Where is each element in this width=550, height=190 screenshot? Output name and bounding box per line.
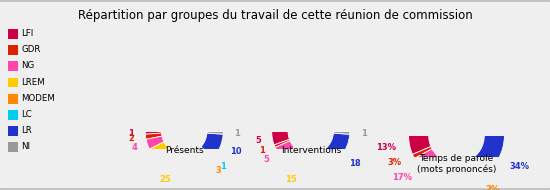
Wedge shape xyxy=(432,159,477,184)
Text: 10: 10 xyxy=(230,146,242,156)
Wedge shape xyxy=(274,139,290,147)
Text: MODEM: MODEM xyxy=(21,94,56,103)
Text: 2: 2 xyxy=(129,134,135,143)
Text: NI: NI xyxy=(21,142,30,151)
Text: 1: 1 xyxy=(234,129,240,138)
Wedge shape xyxy=(207,131,223,134)
Text: Temps de parole
(mots prononcés): Temps de parole (mots prononcés) xyxy=(417,154,496,174)
Wedge shape xyxy=(469,160,480,179)
Wedge shape xyxy=(201,133,223,158)
Wedge shape xyxy=(145,131,162,134)
Text: 3: 3 xyxy=(215,166,221,175)
Wedge shape xyxy=(414,149,442,177)
Text: NG: NG xyxy=(21,61,35,70)
Text: Répartition par groupes du travail de cette réunion de commission: Répartition par groupes du travail de ce… xyxy=(78,10,472,22)
Wedge shape xyxy=(272,131,289,145)
Wedge shape xyxy=(145,133,162,139)
Wedge shape xyxy=(316,133,350,169)
Text: 1: 1 xyxy=(258,146,265,155)
Text: 34%: 34% xyxy=(509,162,530,171)
Wedge shape xyxy=(470,135,504,177)
Text: 18: 18 xyxy=(349,159,361,168)
Text: 25: 25 xyxy=(160,175,171,184)
Text: Interventions: Interventions xyxy=(280,146,341,155)
Wedge shape xyxy=(412,146,432,158)
Text: Présents: Présents xyxy=(165,146,204,155)
Text: 1: 1 xyxy=(129,129,134,138)
Text: LREM: LREM xyxy=(21,78,45,87)
Text: 2%: 2% xyxy=(485,185,499,190)
Wedge shape xyxy=(283,147,320,171)
Text: 5: 5 xyxy=(263,155,270,164)
Wedge shape xyxy=(150,142,205,171)
Text: LFI: LFI xyxy=(21,29,34,38)
Text: 1: 1 xyxy=(220,162,226,171)
Wedge shape xyxy=(200,147,213,160)
Text: LC: LC xyxy=(21,110,32,119)
Text: 5: 5 xyxy=(256,136,262,145)
Text: 17%: 17% xyxy=(392,173,412,182)
Wedge shape xyxy=(333,131,350,134)
Text: LR: LR xyxy=(21,126,32,135)
Wedge shape xyxy=(146,136,164,149)
Wedge shape xyxy=(409,135,431,154)
Text: 4: 4 xyxy=(131,143,137,152)
Text: 1: 1 xyxy=(361,129,366,138)
Text: GDR: GDR xyxy=(21,45,41,54)
Text: 15: 15 xyxy=(285,175,297,184)
Wedge shape xyxy=(196,148,211,165)
Text: 13%: 13% xyxy=(376,143,397,152)
Wedge shape xyxy=(275,141,294,159)
Text: 3%: 3% xyxy=(387,158,402,167)
